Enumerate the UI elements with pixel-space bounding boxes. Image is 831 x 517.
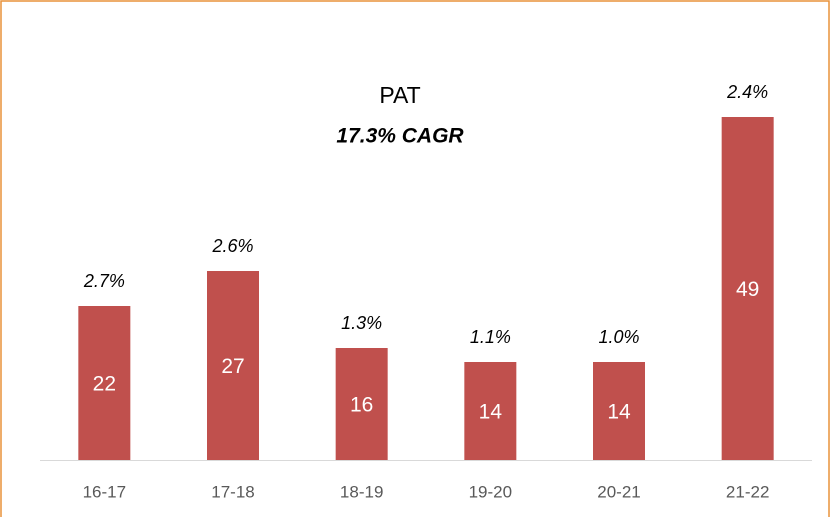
annotation: 2.7% [83,271,125,291]
data-label: 16 [350,394,373,417]
annotation: 1.3% [341,313,382,333]
data-label: 14 [479,401,503,424]
annotation: 2.6% [211,236,253,256]
data-label: 49 [736,278,759,301]
bar [721,117,774,460]
x-tick-label: 20-21 [597,482,640,501]
data-label: 14 [607,401,631,424]
x-tick-label: 18-19 [340,482,383,501]
annotation: 1.1% [470,327,511,347]
x-tick-label: 21-22 [726,482,769,501]
x-tick-label: 19-20 [469,482,512,501]
annotation: 1.0% [598,327,639,347]
annotation: 2.4% [726,82,768,102]
chart-subtitle: 17.3% CAGR [336,125,464,148]
data-label: 27 [221,355,244,378]
bar [593,362,645,460]
bar [464,362,517,460]
data-label: 22 [93,373,116,396]
x-tick-label: 17-18 [211,482,254,501]
x-tick-label: 16-17 [83,482,126,501]
bar [335,348,388,460]
chart-title: PAT [379,82,420,108]
bar [78,306,131,460]
bar [207,271,259,460]
